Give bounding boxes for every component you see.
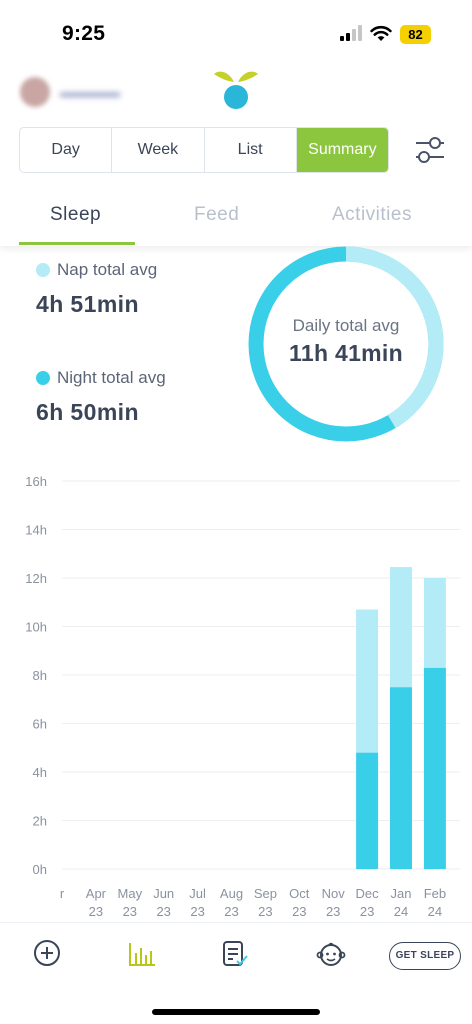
x-tick-month: Oct bbox=[289, 886, 310, 901]
night-summary: Night total avg 6h 50min bbox=[36, 368, 166, 426]
x-tick-year: 23 bbox=[326, 904, 340, 919]
bottom-navigation: GET SLEEP bbox=[0, 922, 472, 986]
app-logo-icon bbox=[214, 71, 258, 109]
x-tick-month: Aug bbox=[220, 886, 243, 901]
bar-nap-jan[interactable] bbox=[390, 567, 412, 688]
x-tick-month: Jan bbox=[391, 886, 412, 901]
x-tick-month: Sep bbox=[254, 886, 277, 901]
status-time: 9:25 bbox=[62, 22, 106, 45]
x-tick-year: 23 bbox=[190, 904, 204, 919]
x-tick-year: 23 bbox=[123, 904, 137, 919]
y-tick-label: 0h bbox=[33, 862, 47, 877]
bar-night-jan[interactable] bbox=[390, 687, 412, 869]
x-tick-year: 24 bbox=[428, 904, 442, 919]
x-tick-year: 23 bbox=[360, 904, 374, 919]
y-tick-label: 16h bbox=[25, 474, 47, 489]
child-profile-selector[interactable]: ▬▬▬▬ bbox=[20, 77, 120, 107]
night-color-dot bbox=[36, 371, 50, 385]
app-header: ▬▬▬▬ bbox=[0, 60, 472, 116]
y-tick-label: 4h bbox=[33, 765, 47, 780]
y-tick-label: 10h bbox=[25, 620, 47, 635]
battery-indicator: 82 bbox=[400, 25, 431, 44]
profile-name-blurred: ▬▬▬▬ bbox=[60, 83, 120, 101]
y-tick-label: 8h bbox=[33, 668, 47, 683]
tab-activities[interactable]: Activities bbox=[332, 204, 412, 225]
x-tick-year: 23 bbox=[156, 904, 170, 919]
bar-night-feb[interactable] bbox=[423, 667, 446, 869]
journal-icon[interactable] bbox=[220, 939, 250, 969]
x-tick-year: 23 bbox=[258, 904, 272, 919]
cellular-signal-icon bbox=[340, 25, 362, 41]
x-tick-month: Dec bbox=[356, 886, 380, 901]
view-mode-segmented-control: Day Week List Summary bbox=[19, 127, 389, 173]
y-tick-label: 6h bbox=[33, 717, 47, 732]
x-tick-month: Jun bbox=[153, 886, 174, 901]
segment-summary[interactable]: Summary bbox=[296, 128, 388, 172]
bar-nap-dec[interactable] bbox=[356, 609, 379, 753]
x-tick-year: 23 bbox=[292, 904, 306, 919]
daily-total-donut-chart bbox=[248, 246, 444, 442]
tab-sleep[interactable]: Sleep bbox=[50, 204, 102, 225]
wifi-icon bbox=[370, 25, 392, 41]
active-tab-indicator bbox=[19, 242, 135, 245]
home-indicator bbox=[152, 1009, 320, 1015]
nap-color-dot bbox=[36, 263, 50, 277]
tab-feed[interactable]: Feed bbox=[194, 204, 240, 225]
night-total-value: 6h 50min bbox=[36, 399, 139, 425]
sleep-history-bar-chart: 0h 2h 4h 6h 8h 10h 12h 14h 16h r Apr 23 May 23 Jun 23 Ju… bbox=[25, 474, 460, 919]
bar-night-dec[interactable] bbox=[356, 752, 379, 869]
y-tick-label: 2h bbox=[33, 814, 47, 829]
x-tick-month: r bbox=[60, 886, 65, 901]
chart-icon[interactable] bbox=[127, 939, 157, 969]
daily-total-label: Daily total avg bbox=[292, 316, 400, 335]
x-tick-month: Apr bbox=[86, 886, 107, 901]
status-bar: 9:25 82 bbox=[0, 0, 472, 58]
segment-week[interactable]: Week bbox=[112, 128, 205, 172]
night-total-label: Night total avg bbox=[57, 368, 166, 387]
x-tick-year: 23 bbox=[89, 904, 103, 919]
nap-total-value: 4h 51min bbox=[36, 291, 139, 317]
y-tick-label: 12h bbox=[25, 571, 47, 586]
filter-settings-icon[interactable] bbox=[414, 133, 446, 167]
donut-nap-segment bbox=[248, 246, 444, 442]
daily-total-value: 11h 41min bbox=[289, 340, 403, 366]
x-tick-month: Jul bbox=[189, 886, 206, 901]
x-tick-month: May bbox=[118, 886, 143, 901]
segment-list[interactable]: List bbox=[205, 128, 297, 172]
nap-total-label: Nap total avg bbox=[57, 260, 158, 279]
y-tick-label: 14h bbox=[25, 523, 47, 538]
nap-summary: Nap total avg 4h 51min bbox=[36, 260, 157, 318]
x-tick-year: 23 bbox=[224, 904, 238, 919]
avatar bbox=[20, 77, 50, 107]
baby-icon[interactable] bbox=[316, 939, 346, 969]
x-tick-year: 24 bbox=[394, 904, 408, 919]
bar-nap-feb[interactable] bbox=[423, 578, 446, 668]
x-tick-month: Feb bbox=[424, 886, 446, 901]
get-sleep-button[interactable]: GET SLEEP bbox=[389, 942, 461, 970]
add-icon[interactable] bbox=[33, 939, 61, 967]
segment-day[interactable]: Day bbox=[20, 128, 113, 172]
x-tick-month: Nov bbox=[322, 886, 346, 901]
category-tabs: Sleep Feed Activities bbox=[0, 190, 472, 246]
